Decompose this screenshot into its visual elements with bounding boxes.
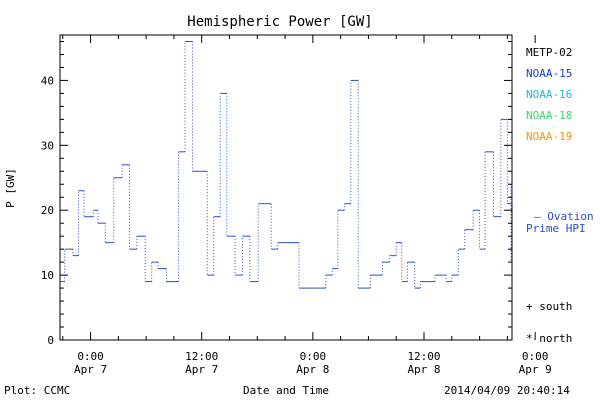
legend-entry: NOAA-19 bbox=[526, 130, 572, 143]
timestamp: 2014/04/09 20:40:14 bbox=[444, 384, 570, 397]
south-symbol-legend: + south bbox=[526, 300, 572, 313]
north-symbol-legend: * north bbox=[526, 332, 572, 345]
y-tick-label: 0 bbox=[47, 334, 54, 347]
plot-credit: Plot: CCMC bbox=[4, 384, 70, 397]
y-tick-label: 10 bbox=[41, 269, 54, 282]
legend: METP-02 NOAA-15 NOAA-16 NOAA-18 NOAA-19 bbox=[526, 46, 572, 143]
y-tick-label: 30 bbox=[41, 139, 54, 152]
x-tick-time-label: 0:00 bbox=[300, 350, 327, 363]
x-tick-time-label: 12:00 bbox=[407, 350, 440, 363]
legend-entry: NOAA-15 bbox=[526, 67, 572, 80]
chart-title: Hemispheric Power [GW] bbox=[187, 14, 372, 30]
x-tick-time-label: 0:00 bbox=[77, 350, 104, 363]
x-tick-date-label: Apr 7 bbox=[185, 363, 218, 376]
plot-area bbox=[59, 34, 513, 341]
y-axis-label: P [GW] bbox=[4, 168, 17, 208]
x-tick-time-label: 0:00 bbox=[522, 350, 549, 363]
ovation-legend-line2: Prime HPI bbox=[526, 222, 586, 235]
legend-entry: METP-02 bbox=[526, 46, 572, 59]
ovation-legend-line1: — Ovation bbox=[534, 210, 594, 223]
x-tick-date-label: Apr 7 bbox=[74, 363, 107, 376]
x-tick-date-label: Apr 9 bbox=[519, 363, 552, 376]
x-tick-date-label: Apr 8 bbox=[407, 363, 440, 376]
x-axis-label: Date and Time bbox=[243, 384, 329, 397]
y-tick-label: 20 bbox=[41, 204, 54, 217]
legend-entry: NOAA-16 bbox=[526, 88, 572, 101]
x-tick-date-label: Apr 8 bbox=[296, 363, 329, 376]
x-tick-time-label: 12:00 bbox=[185, 350, 218, 363]
y-tick-label: 40 bbox=[41, 74, 54, 87]
legend-entry: NOAA-18 bbox=[526, 109, 572, 122]
series-layer bbox=[60, 40, 513, 289]
plot-frame bbox=[59, 34, 513, 341]
